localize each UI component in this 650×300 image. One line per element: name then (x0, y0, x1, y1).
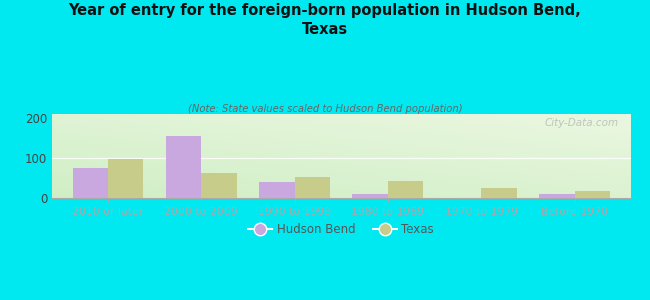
Bar (259, 182, 294, 198)
Bar (166, 136, 202, 198)
Bar (108, 159, 144, 198)
Bar (294, 177, 330, 198)
Text: (Note: State values scaled to Hudson Bend population): (Note: State values scaled to Hudson Ben… (188, 103, 462, 113)
Bar (202, 173, 237, 198)
Text: City-Data.com: City-Data.com (545, 118, 619, 128)
Bar (388, 181, 423, 198)
Bar (352, 194, 388, 198)
Bar (73, 168, 108, 198)
Text: Year of entry for the foreign-born population in Hudson Bend,
Texas: Year of entry for the foreign-born popul… (69, 3, 581, 37)
Bar (575, 191, 610, 198)
Bar (481, 188, 517, 198)
Bar (539, 194, 575, 198)
Legend: Hudson Bend, Texas: Hudson Bend, Texas (244, 218, 439, 241)
